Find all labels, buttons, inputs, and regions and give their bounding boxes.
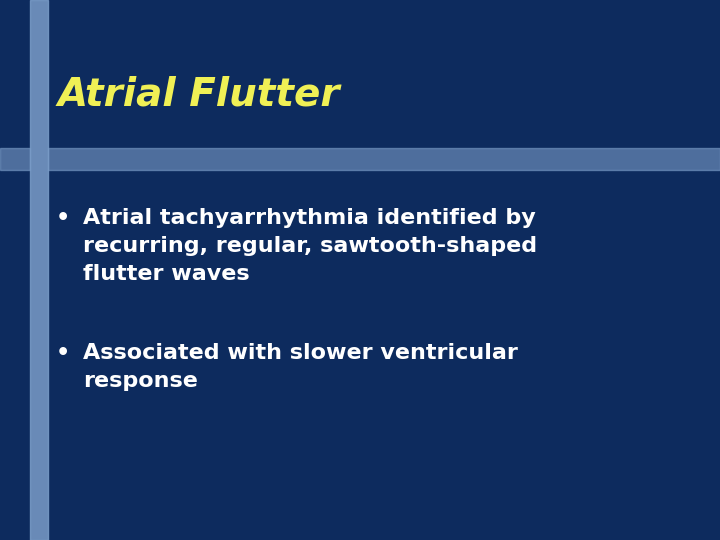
Bar [0,148,30,170]
Text: Atrial Flutter: Atrial Flutter [58,76,340,113]
Text: Associated with slower ventricular
response: Associated with slower ventricular respo… [83,343,518,391]
Bar [48,148,720,170]
Text: •: • [56,208,71,228]
Text: •: • [56,343,71,363]
Text: Atrial tachyarrhythmia identified by
recurring, regular, sawtooth-shaped
flutter: Atrial tachyarrhythmia identified by rec… [83,208,537,284]
Bar [30,0,48,540]
